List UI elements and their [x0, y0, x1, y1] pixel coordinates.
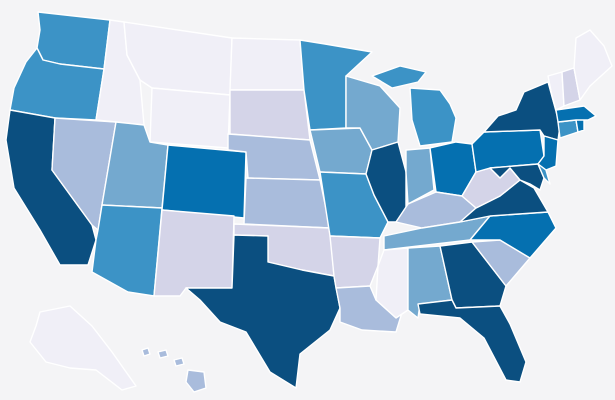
state-texas[interactable]: [185, 234, 341, 389]
state-delaware[interactable]: [537, 163, 551, 185]
state-north-dakota[interactable]: [229, 37, 305, 91]
state-iowa[interactable]: [309, 127, 373, 175]
state-maine[interactable]: [573, 29, 613, 101]
state-kansas[interactable]: [243, 177, 331, 229]
state-arkansas[interactable]: [329, 235, 381, 289]
state-vermont[interactable]: [547, 71, 565, 111]
state-colorado[interactable]: [161, 144, 247, 219]
state-alaska[interactable]: [29, 305, 137, 391]
state-indiana[interactable]: [405, 147, 435, 205]
state-massachusetts[interactable]: [555, 105, 597, 123]
state-hawaii[interactable]: [141, 347, 207, 393]
state-new-mexico[interactable]: [153, 209, 235, 297]
state-wyoming[interactable]: [149, 87, 231, 149]
state-louisiana[interactable]: [335, 285, 405, 333]
state-michigan[interactable]: [371, 65, 457, 147]
state-florida[interactable]: [417, 299, 527, 383]
state-south-dakota[interactable]: [229, 89, 311, 141]
